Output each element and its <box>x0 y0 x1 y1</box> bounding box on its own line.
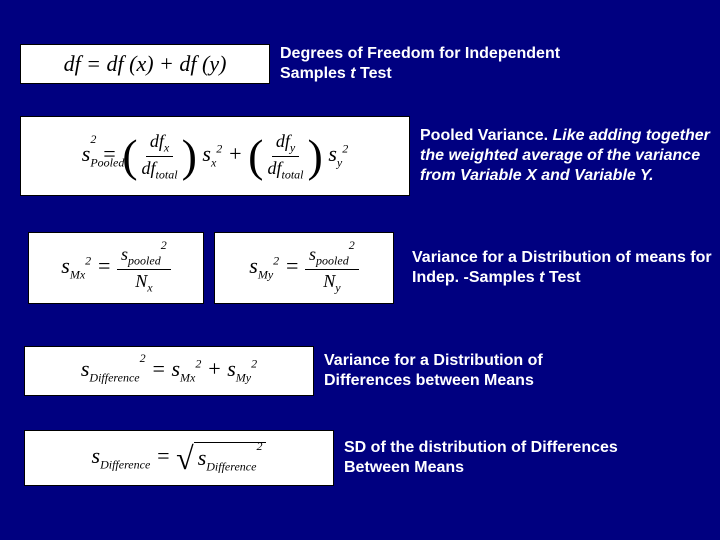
desc-variance-means: Variance for a Distribution of means for… <box>412 248 712 288</box>
formula-df: df = df (x) + df (y) <box>20 44 270 84</box>
desc-variance-diff: Variance for a Distribution of Differenc… <box>324 351 624 391</box>
formula-smy: sMy2 = spooled2Ny <box>214 232 394 304</box>
desc-df: Degrees of Freedom for Independent Sampl… <box>280 44 580 84</box>
desc-sd-diff: SD of the distribution of Differences Be… <box>344 438 644 478</box>
formula-smx: sMx2 = spooled2Nx <box>28 232 204 304</box>
formula-sdiff2: sDifference2 = sMx2 + sMy2 <box>24 346 314 396</box>
formula-pooled-variance: sPooled2 = ( dfxdftotal ) sx2 + ( dfydft… <box>20 116 410 196</box>
desc-pooled-variance: Pooled Variance. Like adding together th… <box>420 126 720 186</box>
formula-sdiff: sDifference = √sDifference2 <box>24 430 334 486</box>
